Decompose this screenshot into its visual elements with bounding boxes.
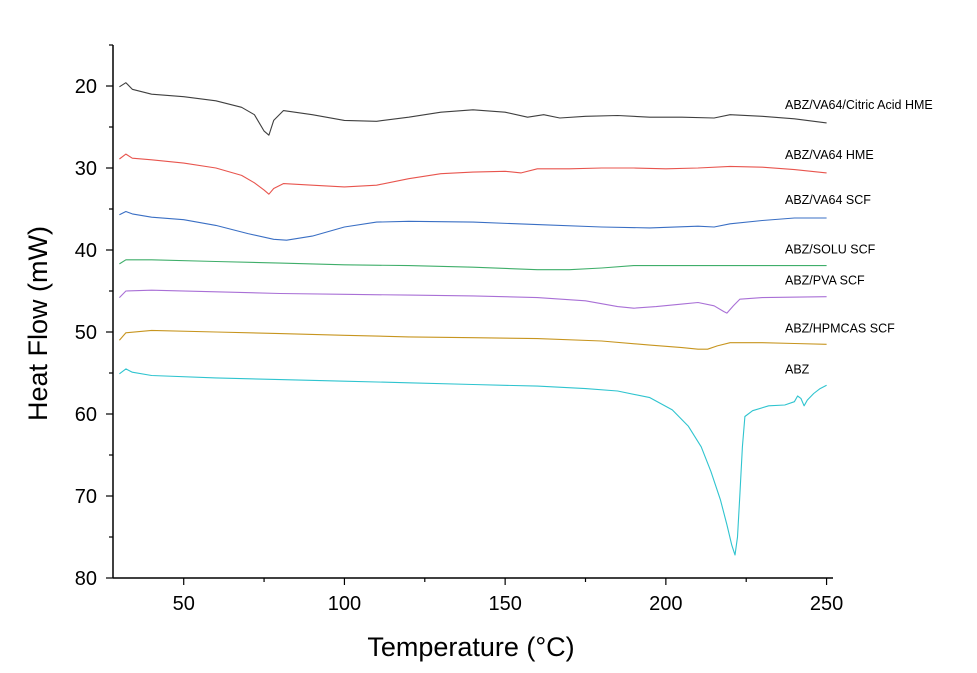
y-tick-label: 50 — [75, 322, 97, 344]
series-label-3: ABZ/SOLU SCF — [785, 243, 876, 257]
y-tick-label: 40 — [75, 240, 97, 262]
x-tick-label: 50 — [173, 593, 195, 615]
series-label-4: ABZ/PVA SCF — [785, 274, 865, 288]
series-label-5: ABZ/HPMCAS SCF — [785, 321, 895, 335]
series-line-3 — [119, 259, 827, 271]
series-line-0 — [119, 82, 827, 136]
y-axis-title: Heat Flow (mW) — [23, 226, 53, 421]
series-line-1 — [119, 153, 827, 195]
axes — [112, 45, 833, 579]
series-line-2 — [119, 210, 827, 241]
y-tick-label: 30 — [75, 158, 97, 180]
x-ticks: 50 100 150 200 250 — [173, 578, 843, 615]
x-tick-label: 250 — [810, 593, 843, 615]
series-lines — [118, 82, 827, 556]
series-label-1: ABZ/VA64 HME — [785, 148, 874, 162]
x-axis-title: Temperature (°C) — [367, 632, 574, 662]
series-label-6: ABZ — [785, 362, 810, 376]
series-line-5 — [118, 329, 827, 350]
series-label-0: ABZ/VA64/Citric Acid HME — [785, 98, 933, 112]
series-line-4 — [119, 289, 827, 314]
series-line-6 — [119, 368, 827, 556]
series-label-2: ABZ/VA64 SCF — [785, 193, 871, 207]
x-tick-label: 100 — [328, 593, 361, 615]
y-tick-label: 20 — [75, 76, 97, 98]
series-labels: ABZ/VA64/Citric Acid HME ABZ/VA64 HME ABZ/… — [785, 98, 933, 376]
y-tick-label: 70 — [75, 486, 97, 508]
x-tick-label: 200 — [649, 593, 682, 615]
x-tick-label: 150 — [488, 593, 521, 615]
y-tick-label: 80 — [75, 568, 97, 590]
y-tick-label: 60 — [75, 404, 97, 426]
y-ticks: 20 30 40 50 60 70 80 — [75, 44, 113, 590]
